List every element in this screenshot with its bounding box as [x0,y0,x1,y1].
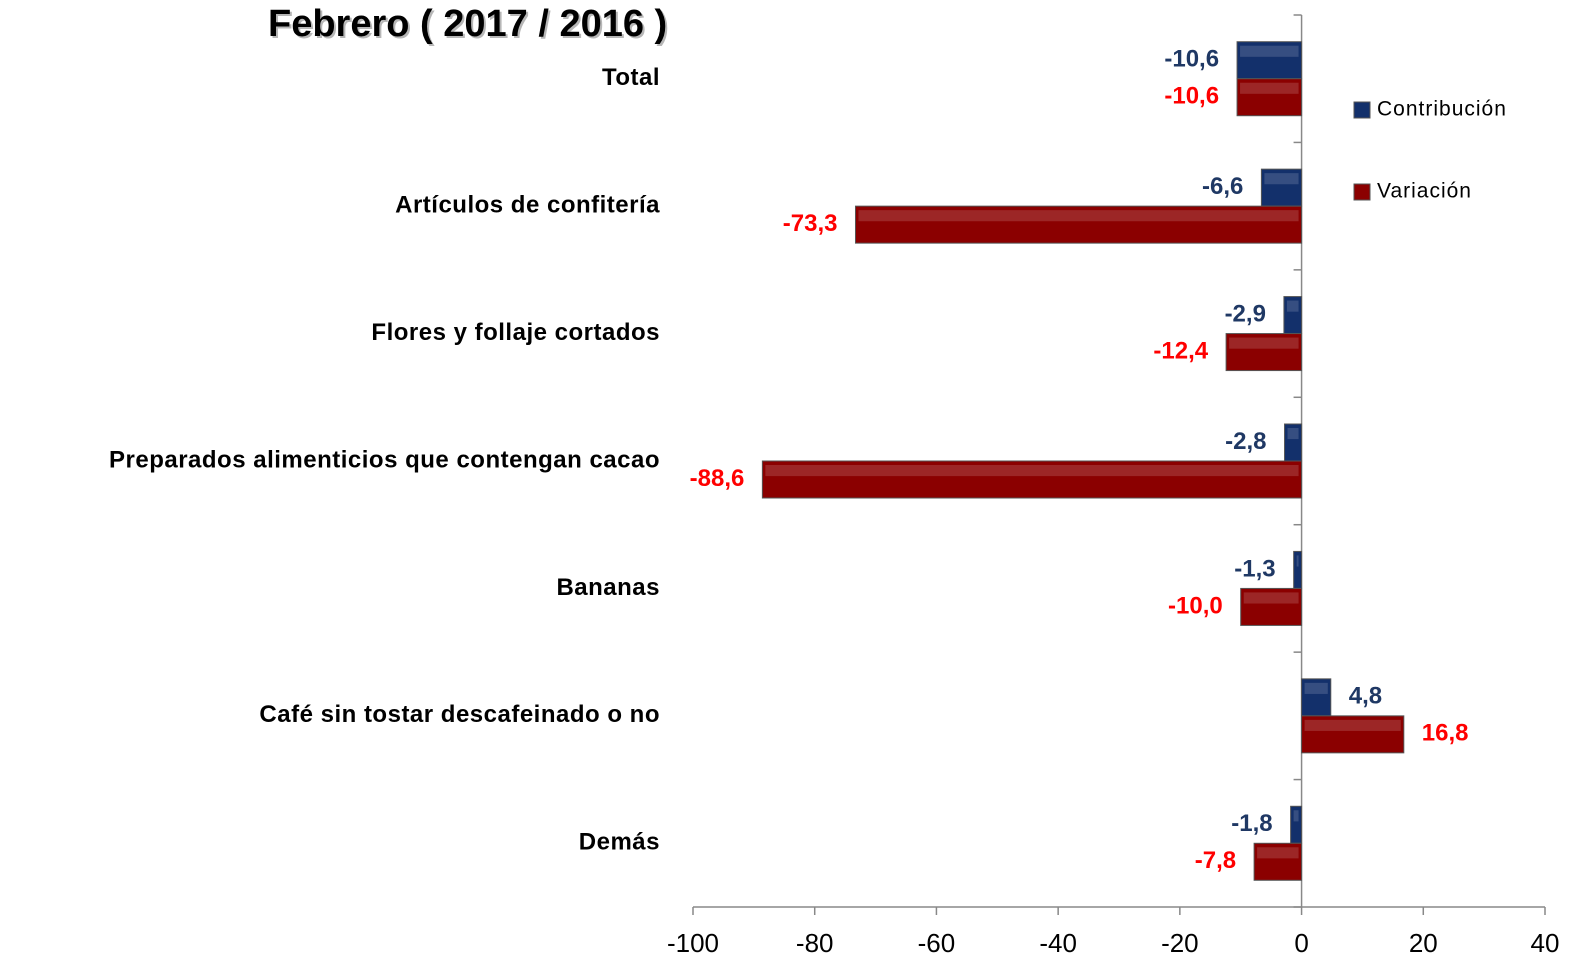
x-tick-label: 0 [1294,928,1308,958]
value-label: -12,4 [1153,337,1208,364]
bar-highlight [1264,173,1299,185]
value-label: -6,6 [1202,173,1243,200]
bar [1236,41,1303,80]
category-label: Bananas [556,574,660,601]
bar-highlight [1296,555,1299,567]
value-label: -1,8 [1231,810,1272,837]
legend-label: Variación [1377,180,1472,203]
bar-highlight [1304,682,1328,694]
bar [1240,587,1303,626]
bar-highlight [858,210,1299,222]
bar-highlight [1293,810,1299,822]
x-tick-label: -40 [1039,928,1077,958]
x-tick-label: -100 [667,928,719,958]
legend-swatch [1353,183,1371,201]
bar-highlight [765,465,1299,477]
value-label: -10,0 [1168,592,1223,619]
bar [854,205,1303,244]
category-label: Artículos de confitería [395,191,660,218]
x-tick-label: -20 [1161,928,1199,958]
value-label: 16,8 [1422,720,1469,747]
bar [1236,78,1303,117]
bar-highlight [1304,719,1401,731]
bar-highlight [1240,45,1299,57]
x-tick-label: 40 [1531,928,1560,958]
x-tick-label: 20 [1409,928,1438,958]
chart-title: Febrero ( 2017 / 2016 ) [268,3,667,45]
legend-swatch [1353,101,1371,119]
bar-highlight [1229,337,1299,349]
bar [1225,333,1303,372]
x-tick-label: -80 [796,928,834,958]
value-label: -10,6 [1164,46,1219,73]
bar [761,460,1303,499]
category-label: Demás [579,829,660,856]
legend-label: Contribución [1377,98,1507,121]
x-tick-label: -60 [918,928,956,958]
chart-title-shadow: Febrero ( 2017 / 2016 ) [270,5,669,47]
value-label: -73,3 [783,210,838,237]
bar-highlight [1287,428,1299,440]
value-label: -88,6 [690,465,745,492]
value-label: -2,8 [1225,428,1266,455]
bar-highlight [1257,847,1299,859]
value-label: -1,3 [1234,555,1275,582]
bar [1253,842,1303,881]
value-label: 4,8 [1349,683,1382,710]
category-label: Flores y follaje cortados [371,319,660,346]
category-label: Café sin tostar descafeinado o no [259,701,660,728]
value-label: -10,6 [1164,83,1219,110]
bar [1260,168,1303,207]
category-label: Total [602,64,660,91]
bar [1301,715,1405,754]
bar-highlight [1286,300,1299,312]
bar-highlight [1240,82,1299,94]
value-label: -7,8 [1195,847,1236,874]
value-label: -2,9 [1225,300,1266,327]
category-label: Preparados alimenticios que contengan ca… [109,446,660,473]
bar-highlight [1243,592,1299,604]
